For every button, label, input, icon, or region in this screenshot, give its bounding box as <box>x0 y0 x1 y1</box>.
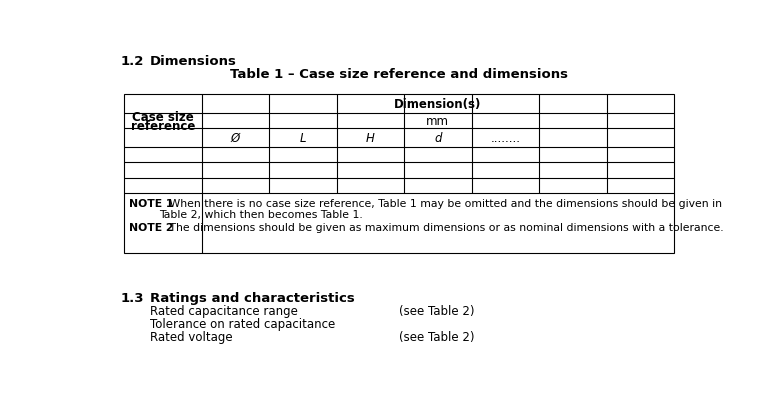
Text: Ø: Ø <box>231 132 240 145</box>
Text: d: d <box>434 132 442 145</box>
Text: (see Table 2): (see Table 2) <box>399 330 474 343</box>
Text: The dimensions should be given as maximum dimensions or as nominal dimensions wi: The dimensions should be given as maximu… <box>159 222 724 233</box>
Text: Rated capacitance range: Rated capacitance range <box>150 304 298 317</box>
Text: Dimension(s): Dimension(s) <box>394 98 481 111</box>
Text: Case size: Case size <box>132 111 194 124</box>
Text: (see Table 2): (see Table 2) <box>399 304 474 317</box>
Text: reference: reference <box>130 120 195 133</box>
Text: 1.3: 1.3 <box>120 291 143 304</box>
Text: 1.2: 1.2 <box>120 55 143 68</box>
Text: NOTE 2: NOTE 2 <box>129 222 174 233</box>
Text: Tolerance on rated capacitance: Tolerance on rated capacitance <box>150 317 335 330</box>
Text: mm: mm <box>426 115 450 128</box>
Bar <box>124 95 674 254</box>
Text: ........: ........ <box>491 132 520 145</box>
Text: Table 1 – Case size reference and dimensions: Table 1 – Case size reference and dimens… <box>230 68 568 81</box>
Text: When there is no case size reference, Table 1 may be omitted and the dimensions : When there is no case size reference, Ta… <box>159 198 722 220</box>
Text: NOTE 1: NOTE 1 <box>129 198 174 208</box>
Text: L: L <box>300 132 306 145</box>
Text: Ratings and characteristics: Ratings and characteristics <box>150 291 354 304</box>
Text: Rated voltage: Rated voltage <box>150 330 232 343</box>
Text: Dimensions: Dimensions <box>150 55 236 68</box>
Text: H: H <box>366 132 375 145</box>
